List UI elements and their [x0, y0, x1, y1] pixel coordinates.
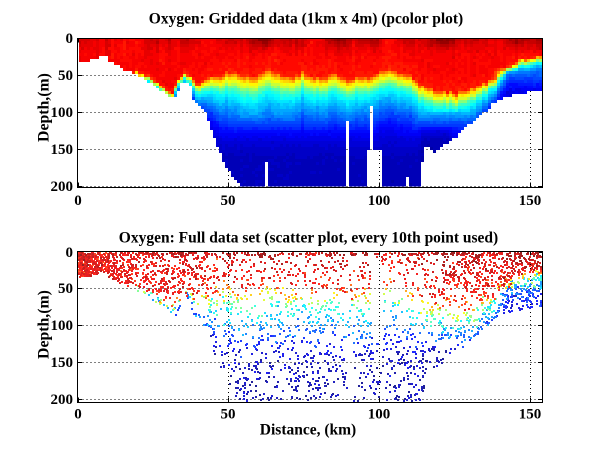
- svg-text:0: 0: [66, 31, 74, 47]
- svg-text:100: 100: [368, 407, 391, 423]
- svg-text:Oxygen: Gridded data (1km x 4m: Oxygen: Gridded data (1km x 4m) (pcolor …: [149, 11, 463, 28]
- svg-text:50: 50: [221, 193, 236, 209]
- svg-text:200: 200: [51, 179, 74, 195]
- svg-text:150: 150: [51, 355, 74, 371]
- svg-text:50: 50: [58, 281, 73, 297]
- svg-text:150: 150: [519, 193, 542, 209]
- svg-text:0: 0: [74, 407, 82, 423]
- svg-text:150: 150: [519, 407, 542, 423]
- svg-text:150: 150: [51, 142, 74, 158]
- svg-text:200: 200: [51, 392, 74, 408]
- svg-text:100: 100: [51, 105, 74, 121]
- svg-text:50: 50: [58, 68, 73, 84]
- svg-text:100: 100: [51, 318, 74, 334]
- svg-text:100: 100: [368, 193, 391, 209]
- svg-text:Oxygen: Full data set (scatter: Oxygen: Full data set (scatter plot, eve…: [119, 230, 498, 247]
- svg-text:50: 50: [221, 407, 236, 423]
- svg-text:Depth,(m): Depth,(m): [36, 290, 53, 359]
- svg-text:0: 0: [74, 193, 82, 209]
- svg-text:Depth,(m): Depth,(m): [36, 73, 53, 142]
- svg-text:Distance, (km): Distance, (km): [260, 422, 356, 439]
- svg-text:0: 0: [66, 245, 74, 261]
